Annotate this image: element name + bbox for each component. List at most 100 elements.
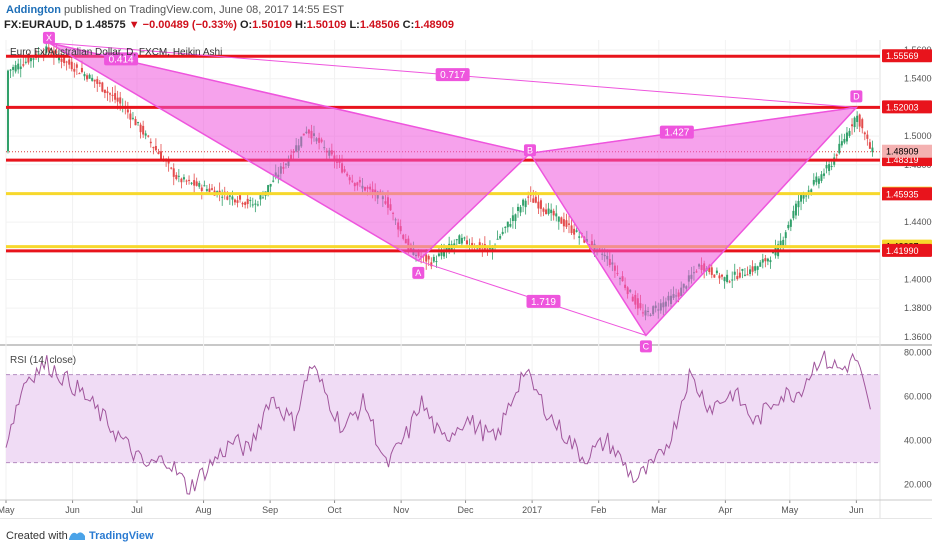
time-tick-label[interactable]: Jun [65,505,80,515]
candle-body [144,133,147,136]
candle-body [496,238,499,240]
tradingview-logo-icon [69,532,85,540]
candle-body [509,224,512,227]
candle-body [103,89,106,93]
candle-body [435,261,438,263]
rsi-pane[interactable]: 20.0000 40.0000 60.0000 80.0000 [5,348,932,495]
candle-body [147,135,150,137]
candle-body [504,226,507,228]
candle-body [797,200,800,208]
candle-body [754,266,757,271]
price-level-label: 1.41990 [886,246,919,256]
candle-body [779,240,782,248]
candle-body [782,239,785,246]
time-tick-label[interactable]: 2017 [522,505,542,515]
candle-body [708,265,711,273]
candle-body [458,235,461,244]
candle-body [203,185,206,187]
candle-body [231,196,234,200]
candle-body [769,260,772,263]
candle-body [32,58,35,60]
time-tick-label[interactable]: Nov [393,505,410,515]
candle-body [794,203,797,216]
candle-body [726,274,729,282]
time-tick-label[interactable]: Oct [328,505,343,515]
candle-body [830,166,833,168]
time-tick-label[interactable]: May [0,505,15,515]
time-tick-label[interactable]: Jun [849,505,864,515]
time-tick-label[interactable]: Mar [651,505,667,515]
candle-body [42,53,45,56]
last-price: 1.48575 [85,19,126,31]
candle-body [539,200,542,209]
candle-body [792,210,795,219]
candle-body [172,168,175,177]
pattern-ratio-label: 1.719 [531,297,556,308]
pattern-ratio-badge [435,68,470,82]
price-pane[interactable]: 1.360001.380001.400001.420001.440001.460… [0,31,932,518]
candle-body [731,279,734,281]
time-tick-label[interactable]: Jul [131,505,143,515]
candle-body [430,262,433,267]
candle-body [749,269,752,275]
candle-body [96,79,99,84]
candle-body [50,53,53,55]
rsi-line [5,350,871,495]
candle-body [858,114,861,127]
candle-body [27,56,30,63]
candle-body [845,132,848,142]
pattern-point-label: D [853,91,860,101]
candle-body [78,73,81,75]
candle-body [198,182,201,187]
price-level-badge [882,49,932,63]
candle-body [866,134,869,139]
candle-body [443,251,446,257]
time-tick-label[interactable]: Apr [718,505,732,515]
pattern-point-label: C [643,341,650,351]
candle-body [190,182,193,184]
footer: Created with TradingView [0,518,932,551]
author-link[interactable]: Addington [6,4,61,16]
candle-body [70,61,73,70]
candle-body [134,118,137,126]
time-tick-label[interactable]: May [781,505,799,515]
candle-body [73,68,76,72]
candle-body [823,173,825,176]
time-axis[interactable]: May Jun Jul Aug Sep Oct Nov Dec 2017 Feb Mar Apr May… [0,499,932,515]
candle-body [60,58,63,62]
price-badge-label: 1.48909 [886,147,919,157]
candle-body [843,138,846,143]
pattern-ratio-label: 1.427 [664,128,689,139]
tradingview-brand-link[interactable]: TradingView [89,530,154,542]
rsi-band-fill [6,374,880,463]
candle-body [488,248,491,250]
candle-body [75,64,78,68]
candle-body [221,196,224,198]
pattern-ratio-badge [104,52,139,66]
candle-body [114,93,117,100]
candle-body [88,74,91,79]
candle-body [562,219,565,227]
time-tick-label[interactable]: Dec [458,505,475,515]
time-tick-label[interactable]: Feb [591,505,607,515]
low-label: L: [349,19,360,31]
close-label: C: [402,19,415,31]
candle-body [746,274,749,276]
candle-body [272,180,275,182]
candle-body [578,236,581,238]
close-value: 1.48909 [414,19,455,31]
pattern-point-label: A [415,268,421,278]
time-tick-label[interactable]: Sep [262,505,278,515]
time-tick-label[interactable]: Aug [196,505,212,515]
candle-body [52,50,55,57]
candle-body [471,242,474,247]
high-label: H: [295,19,307,31]
candle-body [249,199,252,201]
candle-body [491,245,494,253]
candle-body [182,177,185,180]
price-level-label: 1.55569 [886,51,919,61]
candle-body [738,272,741,278]
candle-body [101,82,104,92]
low-value: 1.48506 [359,19,400,31]
